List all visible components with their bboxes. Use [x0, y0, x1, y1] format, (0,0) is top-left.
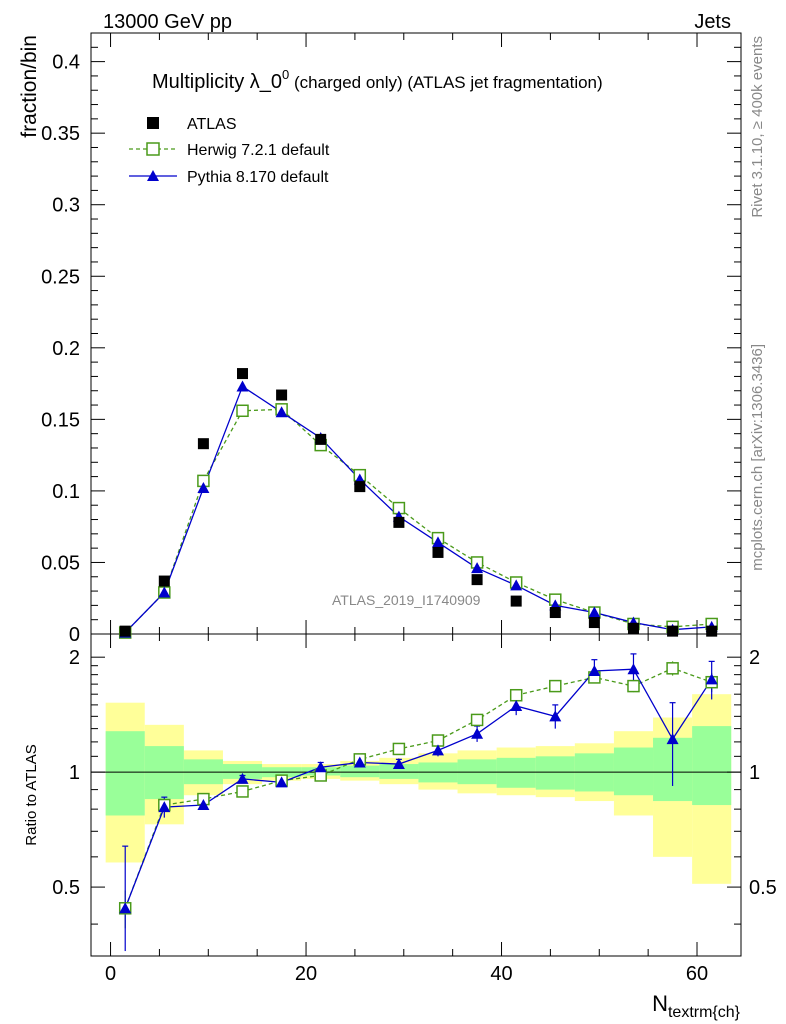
rivet-version-label: Rivet 3.1.10, ≥ 400k events	[749, 36, 766, 218]
legend: ATLAS Herwig 7.2.1 default Pythia 8.170 …	[129, 116, 330, 186]
ratio-band-inner-0	[105, 731, 145, 816]
ratio-pythia-point-2	[197, 799, 210, 811]
ratio-pythia-point-6	[353, 756, 366, 768]
atlas-point-8	[432, 546, 444, 558]
ratio-y-tick-label-right-1: 1	[749, 762, 760, 784]
plot-title: Multiplicity λ_00 (charged only) (ATLAS …	[152, 67, 603, 93]
top-y-tick-label-0: 0	[69, 624, 80, 646]
top-y-tick-label-6: 0.3	[52, 195, 80, 217]
ratio-band-inner-13	[613, 747, 654, 796]
ratio-band-inner-15	[692, 726, 732, 806]
atlas-point-5	[315, 433, 327, 445]
ratio-herwig-point-11	[549, 679, 562, 693]
ratio-y-tick-label-right-2: 2	[749, 647, 760, 669]
legend-atlas-label: ATLAS	[187, 116, 237, 133]
legend-herwig-marker	[146, 142, 160, 156]
ratio-pythia-point-1	[158, 801, 171, 813]
atlas-point-3	[237, 368, 249, 380]
ratio-band-inner-6	[340, 765, 380, 778]
header-energy: 13000 GeV pp	[103, 11, 232, 33]
atlas-point-11	[549, 607, 561, 619]
ratio-herwig-point-10	[509, 688, 523, 702]
pythia-line	[124, 385, 712, 634]
pythia-point-8	[431, 536, 444, 548]
ratio-herwig-point-7	[392, 742, 406, 756]
ratio-y-tick-label-left-2: 2	[69, 647, 80, 669]
atlas-point-2	[197, 438, 209, 450]
herwig-line	[124, 408, 712, 634]
x-axis-label: Ntextrm{ch}	[652, 991, 741, 1021]
ratio-herwig-point-3	[236, 785, 249, 798]
ratio-band-inner-3	[222, 764, 263, 779]
ratio-pythia-point-8	[431, 744, 444, 756]
ratio-herwig-line	[124, 667, 712, 909]
ratio-band-inner-7	[379, 764, 419, 779]
ratio-pythia-point-0	[119, 902, 132, 914]
top-y-tick-label-7: 0.35	[41, 123, 80, 145]
herwig-point-3	[236, 404, 249, 418]
x-tick-label-0: 0	[105, 963, 116, 985]
ratio-axis-label: Ratio to ATLAS	[23, 744, 40, 845]
pythia-point-1	[158, 586, 171, 598]
ratio-pythia-point-11	[549, 710, 562, 722]
ratio-band-inner-10	[496, 757, 536, 788]
atlas-point-6	[354, 481, 366, 493]
ratio-pythia-line	[124, 668, 713, 909]
top-y-tick-label-2: 0.1	[52, 481, 80, 503]
ratio-pythia-point-15	[705, 673, 718, 685]
pythia-point-9	[471, 562, 484, 574]
ratio-y-tick-label-left-1: 1	[69, 762, 80, 784]
pythia-point-2	[197, 482, 210, 494]
top-y-tick-label-8: 0.4	[52, 52, 80, 74]
x-tick-label-2: 40	[490, 963, 512, 985]
ratio-herwig-point-9	[470, 713, 484, 727]
ratio-pythia-point-10	[510, 699, 523, 711]
mcplots-reference-label: mcplots.cern.ch [arXiv:1306.3436]	[749, 344, 766, 571]
ratio-pythia-point-5	[314, 761, 327, 773]
ratio-y-tick-label-right-0: 0.5	[749, 877, 777, 899]
y-axis-label: fraction/bin	[18, 35, 41, 138]
pythia-point-12	[588, 606, 601, 618]
atlas-point-1	[158, 575, 170, 587]
ratio-band-inner-11	[535, 756, 575, 790]
pythia-point-3	[236, 380, 249, 392]
atlas-point-10	[510, 595, 522, 607]
ratio-plot-frame	[90, 633, 742, 957]
atlas-point-0	[119, 625, 131, 637]
ratio-herwig-point-13	[627, 679, 640, 693]
legend-pythia-marker	[147, 170, 159, 181]
x-tick-label-1: 20	[295, 963, 317, 985]
top-y-tick-label-3: 0.15	[41, 409, 80, 431]
pythia-point-4	[275, 406, 288, 418]
atlas-point-12	[588, 617, 600, 629]
top-y-tick-label-4: 0.2	[52, 338, 80, 360]
ratio-pythia-point-14	[666, 733, 679, 745]
header-process: Jets	[694, 11, 731, 33]
ratio-pythia-point-13	[627, 663, 640, 675]
x-tick-label-3: 60	[686, 963, 708, 985]
atlas-point-15	[706, 625, 718, 637]
atlas-point-14	[667, 625, 679, 637]
ratio-herwig-point-14	[666, 662, 679, 675]
legend-atlas-marker	[147, 117, 159, 129]
top-y-tick-label-5: 0.25	[41, 266, 80, 288]
ratio-y-tick-label-left-0: 0.5	[52, 877, 80, 899]
atlas-point-9	[471, 574, 483, 586]
atlas-point-7	[393, 516, 405, 528]
pythia-point-10	[510, 579, 523, 591]
analysis-watermark: ATLAS_2019_I1740909	[332, 592, 481, 608]
ratio-pythia-point-3	[236, 772, 249, 784]
ratio-pythia-point-4	[275, 776, 288, 788]
top-y-tick-label-1: 0.05	[41, 552, 80, 574]
ratio-pythia-point-12	[588, 665, 601, 677]
ratio-pythia-point-9	[471, 727, 484, 739]
legend-herwig-label: Herwig 7.2.1 default	[187, 142, 330, 159]
atlas-point-13	[627, 622, 639, 634]
atlas-point-4	[276, 389, 288, 401]
ratio-pythia-point-7	[392, 758, 405, 770]
ratio-herwig-point-8	[431, 734, 445, 747]
legend-pythia-label: Pythia 8.170 default	[187, 169, 329, 186]
